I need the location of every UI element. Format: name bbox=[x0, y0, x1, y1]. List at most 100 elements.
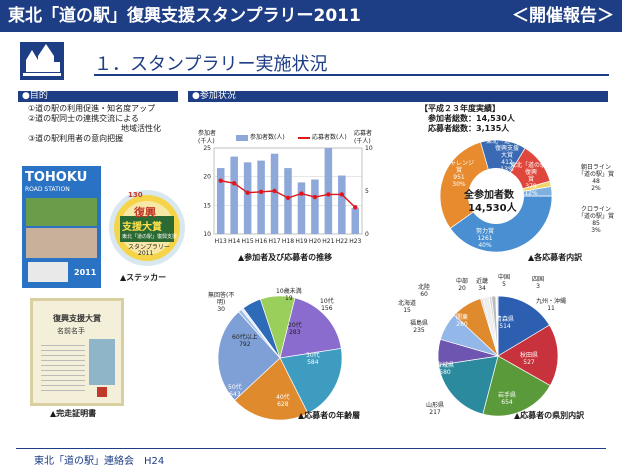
label-kyushu-line: 11 bbox=[547, 305, 555, 312]
label-hokuriku-line: 60 bbox=[420, 291, 428, 298]
prefecture-pie-chart bbox=[437, 295, 559, 417]
chart4-caption: ▲応募者の県別内訳 bbox=[514, 411, 585, 420]
label-fukko-line: 賞 bbox=[528, 176, 535, 183]
title-bar: 東北「道の駅」復興支援スタンプラリー2011 ＜開催報告＞ bbox=[0, 0, 622, 32]
x-tick-label: H19 bbox=[295, 238, 307, 245]
y-right-tick-label: 5 bbox=[365, 188, 369, 195]
y-left-tick-label: 15 bbox=[203, 202, 211, 209]
slice-doryoku bbox=[449, 195, 553, 253]
applicants-point bbox=[353, 205, 358, 210]
x-tick-label: H18 bbox=[282, 238, 294, 245]
label-hokkaido-line: 15 bbox=[403, 307, 411, 314]
label-20s: 20代 283 bbox=[288, 322, 302, 336]
label-fukko: 東北「道の駅」 復興賞 378 12% bbox=[510, 162, 552, 197]
label-50s-line: 643 bbox=[229, 391, 241, 398]
purpose-item-3: ③道の駅利用者の意向把握 bbox=[28, 134, 124, 143]
pamphlet-year: 2011 bbox=[74, 268, 97, 277]
donut-center-2: 14,530人 bbox=[468, 203, 517, 214]
left-axis-unit-1: 参加者 bbox=[198, 130, 217, 137]
label-kuro-line: 3% bbox=[591, 227, 601, 234]
chart3-caption: ▲応募者の年齢層 bbox=[298, 411, 361, 420]
label-iwate-line: 654 bbox=[501, 399, 513, 406]
label-20s-line: 283 bbox=[289, 329, 301, 336]
certificate-title: 復興支援大賞 bbox=[53, 314, 101, 323]
label-unknown-line: 30 bbox=[217, 306, 225, 313]
label-shikoku-line: 3 bbox=[536, 283, 540, 290]
participants-bar bbox=[311, 179, 319, 234]
summary-line-1: 参加者総数：14,530人 bbox=[428, 114, 515, 123]
label-shikoku-line: 四国 bbox=[532, 276, 545, 283]
label-akita-line: 527 bbox=[523, 359, 535, 366]
right-axis-unit-2: (千人) bbox=[354, 138, 371, 145]
label-taisho-line: 東北「道の駅」 bbox=[486, 138, 529, 145]
label-30s: 30代 584 bbox=[306, 352, 320, 366]
pamphlet-photo-2 bbox=[26, 228, 97, 258]
participants-bar bbox=[216, 168, 225, 234]
page-title: 東北「道の駅」復興支援スタンプラリー2011 bbox=[8, 6, 361, 26]
x-tick-label: H17 bbox=[268, 238, 280, 245]
label-asahi: 朝日ライン 「道の駅」賞 48 2% bbox=[578, 164, 614, 192]
section-title: １．スタンプラリー実施状況 bbox=[94, 54, 328, 75]
label-50s-line: 50代 bbox=[228, 384, 242, 391]
certificate-body bbox=[41, 341, 85, 391]
legend-line-swatch bbox=[298, 137, 310, 139]
label-hokkaido-line: 北海道 bbox=[398, 300, 417, 307]
pamphlet-subtitle: ROAD STATION bbox=[25, 186, 70, 193]
participants-bar bbox=[230, 156, 238, 234]
label-taisho-line: 412 bbox=[501, 159, 513, 166]
report-label: ＜開催報告＞ bbox=[512, 6, 614, 26]
slice-akita bbox=[497, 324, 559, 387]
label-60s: 60代以上 792 bbox=[232, 334, 258, 348]
sticker-text-4: スタンプラリー bbox=[128, 244, 170, 251]
legend-line-label: 応募者数(人) bbox=[312, 134, 347, 141]
slice-kyushu bbox=[496, 295, 499, 357]
label-chubu-line: 中部 bbox=[456, 278, 469, 285]
label-10s-line: 10代 bbox=[320, 298, 334, 305]
label-akita: 秋田県 527 bbox=[520, 352, 538, 366]
legend-bar-swatch bbox=[236, 135, 248, 141]
label-40s-line: 40代 bbox=[276, 394, 290, 401]
label-doryoku-line: 努力賞 bbox=[476, 228, 495, 235]
label-shikoku: 四国 3 bbox=[532, 276, 544, 290]
label-fukushima-line: 福島県 bbox=[410, 320, 429, 327]
label-kuro-line: 「道の駅」賞 bbox=[578, 213, 615, 220]
label-60s-line: 60代以上 bbox=[232, 334, 258, 341]
summary-line-2: 応募者総数：3,135人 bbox=[428, 124, 510, 133]
y-right-tick-label: 10 bbox=[365, 145, 373, 152]
applicants-point bbox=[258, 189, 264, 195]
participants-bar bbox=[351, 208, 360, 234]
sticker-text-1: 復興 bbox=[134, 206, 156, 219]
label-50s: 50代 643 bbox=[228, 384, 242, 398]
label-fukushima: 福島県 235 bbox=[410, 320, 428, 334]
left-axis-unit-2: (千人) bbox=[198, 138, 215, 145]
pamphlet-title: TOHOKU bbox=[25, 170, 88, 185]
label-doryoku-line: 1261 bbox=[477, 235, 493, 242]
y-right-tick-label: 0 bbox=[365, 231, 369, 238]
label-u10: 10歳未満 19 bbox=[276, 288, 302, 302]
label-aomori-line: 514 bbox=[499, 323, 511, 330]
label-aomori: 青森県 514 bbox=[496, 316, 514, 330]
certificate-caption: ▲完走証明書 bbox=[50, 409, 97, 418]
label-10s-line: 156 bbox=[321, 305, 333, 312]
label-fukushima-line: 235 bbox=[413, 327, 425, 334]
chart1-caption: ▲参加者及び応募者の推移 bbox=[238, 253, 333, 262]
applicants-point bbox=[245, 190, 250, 195]
applicants-point bbox=[326, 192, 331, 197]
participants-bar bbox=[270, 153, 279, 234]
left-axis-unit: 参加者 (千人) bbox=[198, 130, 216, 146]
label-miyagi: 宮城県 580 bbox=[436, 362, 454, 376]
label-miyagi-line: 宮城県 bbox=[436, 362, 455, 369]
applicants-point bbox=[231, 181, 237, 186]
sticker-image bbox=[109, 190, 185, 266]
label-yamagata: 山形県 217 bbox=[426, 402, 444, 416]
label-taisho-line: 大賞 bbox=[501, 152, 514, 159]
purpose-heading: ●目的 bbox=[18, 91, 178, 102]
label-kanto-line: 関東 bbox=[456, 314, 469, 321]
right-axis-unit: 応募者 (千人) bbox=[354, 130, 372, 146]
label-chubu: 中部 20 bbox=[456, 278, 468, 292]
donut-center-1: 全参加者数 bbox=[464, 190, 514, 201]
label-fukko-line: 378 bbox=[525, 183, 537, 190]
label-iwate-line: 岩手県 bbox=[498, 392, 517, 399]
footer-divider bbox=[16, 448, 606, 449]
label-40s: 40代 628 bbox=[276, 394, 290, 408]
